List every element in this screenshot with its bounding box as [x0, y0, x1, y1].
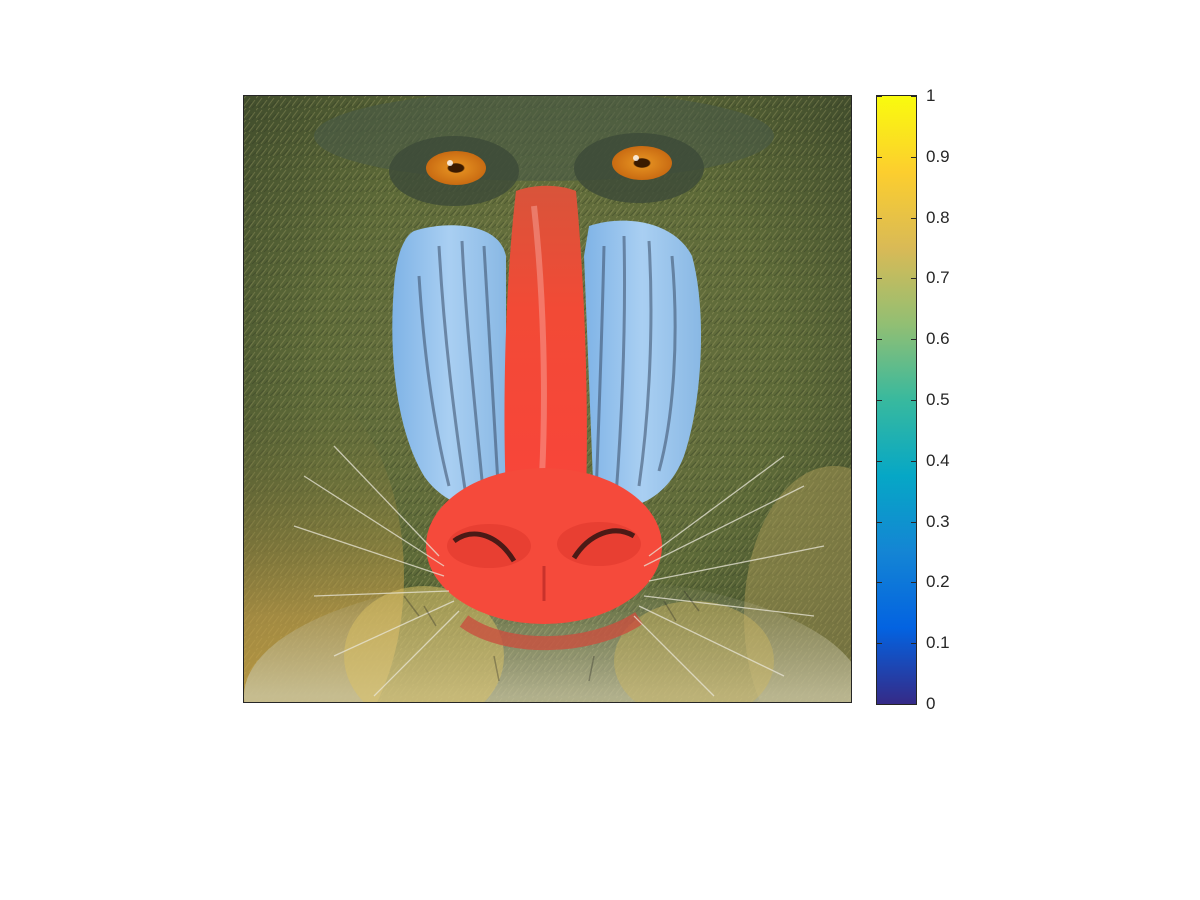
colorbar-tick-label: 0.1: [926, 633, 950, 653]
colorbar-tick-mark: [877, 643, 882, 645]
colorbar-tick-mark: [877, 339, 882, 341]
colorbar-tick-label: 1: [926, 86, 936, 105]
colorbar-tick-label: 0.3: [926, 511, 950, 531]
colorbar-tick-mark: [877, 96, 882, 97]
colorbar-tick-mark: [911, 278, 916, 280]
colorbar-tick-mark: [877, 278, 882, 280]
colorbar-tick-mark: [877, 704, 882, 705]
colorbar-tick-label: 0.6: [926, 329, 950, 349]
colorbar-tick-label: 0.2: [926, 572, 950, 592]
colorbar-tick-mark: [877, 156, 882, 158]
colorbar-tick-mark: [911, 156, 916, 158]
colorbar-tick-mark: [911, 643, 916, 645]
colorbar-tick-mark: [877, 521, 882, 523]
colorbar-tick-mark: [911, 400, 916, 401]
mandrill-face-illustration: [244, 96, 851, 702]
colorbar-gradient: [876, 95, 917, 705]
colorbar-tick-label: 0.4: [926, 450, 950, 470]
colorbar-tick-mark: [911, 582, 916, 584]
colorbar-tick-mark: [877, 400, 882, 401]
colorbar-tick-mark: [911, 217, 916, 219]
colorbar-tick-mark: [911, 521, 916, 523]
colorbar-axis: 0 0.1 0.2 0.3 0.4 0.5 0.6 0.7 0.8 0.9 1: [876, 86, 996, 713]
colorbar-tick-label: 0.8: [926, 207, 950, 227]
colorbar-tick-mark: [911, 460, 916, 462]
mandrill-image: [243, 95, 852, 703]
colorbar-tick-label: 0: [926, 694, 936, 713]
colorbar-tick-label: 0.9: [926, 146, 950, 166]
colorbar-tick-label: 0.5: [926, 390, 950, 409]
colorbar-tick-mark: [877, 582, 882, 584]
colorbar-tick-mark: [911, 704, 916, 705]
colorbar-tick-mark: [911, 339, 916, 341]
colorbar-tick-mark: [911, 96, 916, 97]
colorbar-tick-label: 0.7: [926, 268, 950, 288]
colorbar-tick-mark: [877, 460, 882, 462]
colorbar-tick-mark: [877, 217, 882, 219]
